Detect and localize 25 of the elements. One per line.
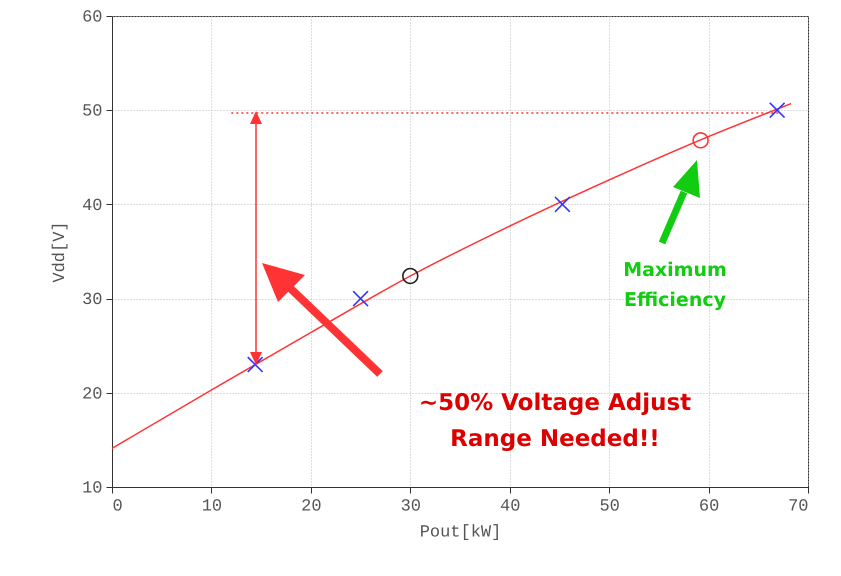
x-tick-label: 60 (698, 498, 720, 516)
x-tick-label: 70 (788, 498, 808, 516)
y-tick-label: 50 (82, 102, 102, 122)
x-tick-label: 40 (500, 498, 520, 516)
x-axis-title: Pout[kW] (420, 524, 502, 542)
y-axis-title: Vdd[V] (51, 221, 70, 283)
x-tick-label: 20 (301, 498, 322, 516)
y-tick-label: 60 (82, 8, 102, 28)
line-series (111, 102, 792, 450)
point (402, 268, 418, 284)
point (768, 102, 786, 118)
annotation: Maximum Efficiency (622, 258, 728, 313)
y-tick-label: 10 (82, 480, 102, 498)
x-tick-label: 30 (400, 498, 421, 516)
point (246, 356, 264, 373)
x-tick-label: 50 (599, 498, 620, 516)
point (692, 132, 709, 149)
y-tick-label: 30 (82, 291, 102, 310)
x-tick-label: 10 (202, 498, 222, 516)
point (352, 290, 369, 307)
point (554, 196, 571, 213)
x-tick-label: 0 (112, 498, 123, 516)
y-tick-label: 20 (82, 385, 102, 404)
annotation: ~50% Voltage Adjust Range Needed!! (418, 389, 692, 454)
y-tick-label: 40 (82, 196, 102, 216)
